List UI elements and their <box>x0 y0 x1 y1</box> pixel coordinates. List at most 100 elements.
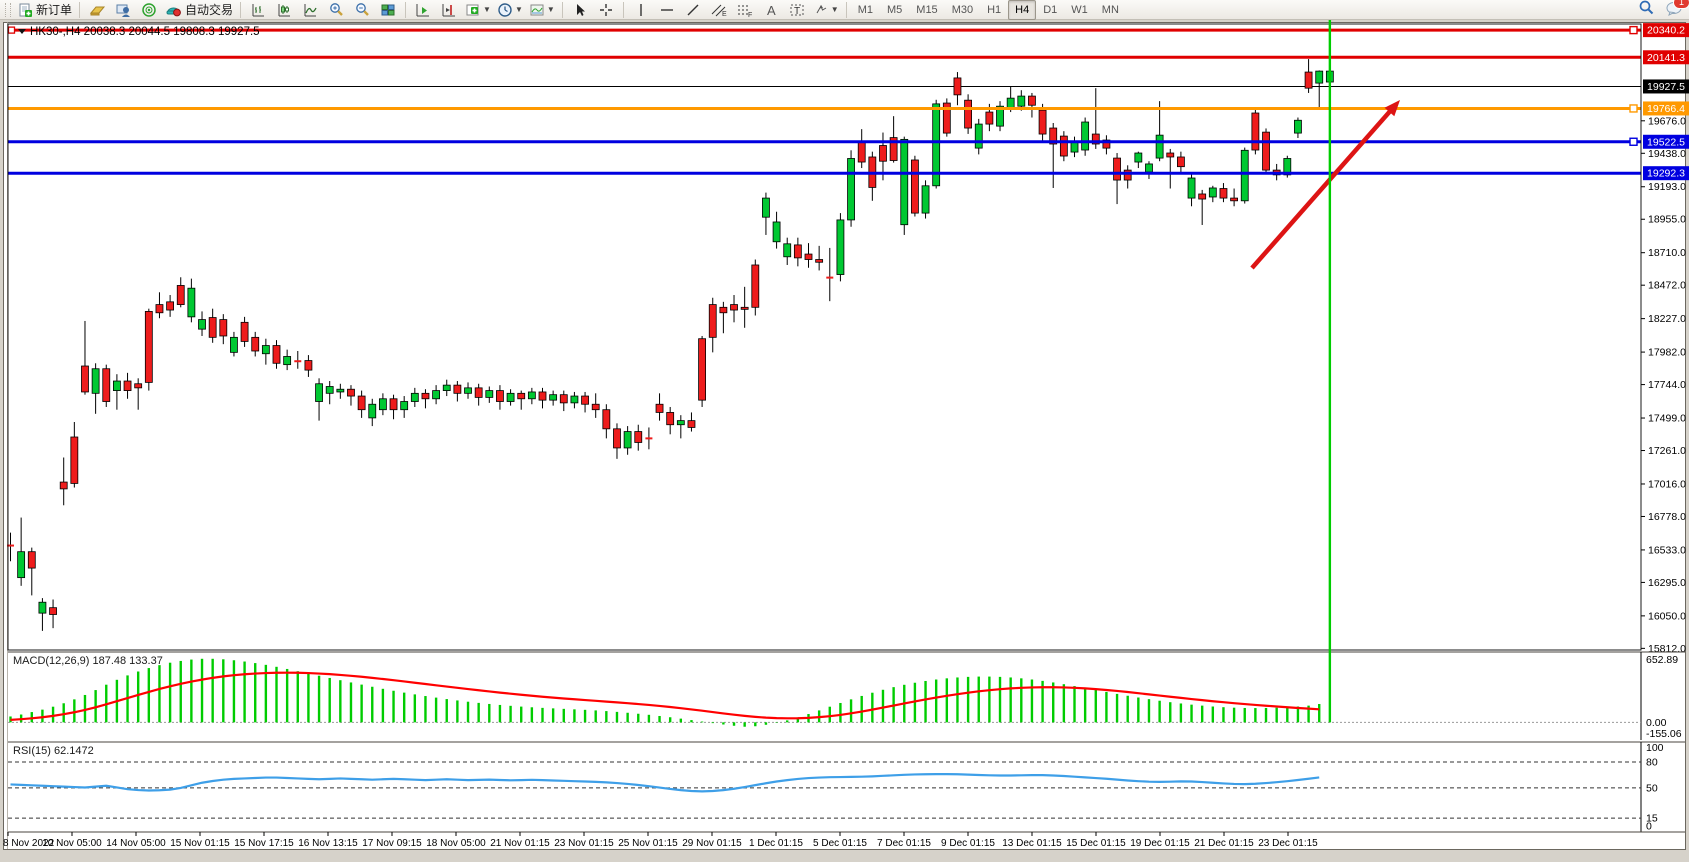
candle-bearish <box>804 253 813 260</box>
timeframe-d1-button[interactable]: D1 <box>1043 3 1058 16</box>
chart-shift-button[interactable] <box>436 0 462 20</box>
channel-button[interactable]: E <box>706 0 732 20</box>
candle-bearish <box>591 403 600 411</box>
cursor-button[interactable] <box>567 0 593 20</box>
candle-bearish <box>538 391 547 401</box>
timeframe-h1-button[interactable]: H1 <box>987 3 1002 16</box>
new-order-button[interactable]: 新订单 <box>14 0 75 20</box>
candle-bearish <box>1262 131 1270 171</box>
candle-bearish <box>1251 112 1260 151</box>
search-button[interactable] <box>1638 0 1655 21</box>
candle-bearish <box>240 321 249 342</box>
crosshair-icon <box>599 3 612 16</box>
text-button[interactable]: A <box>758 0 784 20</box>
candle-bearish <box>719 306 728 314</box>
templates-button[interactable]: ▼ <box>526 0 558 20</box>
price-tick-label: 19193.0 <box>1648 181 1686 193</box>
candlestick-chart-button[interactable] <box>271 0 297 20</box>
timeframe-group: M1 M5 M15 M30 H1 H4 D1 W1 MN <box>851 0 1126 20</box>
line-handle-marker[interactable] <box>1629 137 1638 146</box>
navigator-button[interactable] <box>136 0 162 20</box>
bar-chart-button[interactable] <box>245 0 271 20</box>
candle-bearish <box>347 388 355 397</box>
candle-bearish <box>155 304 164 314</box>
text-label-button[interactable]: T <box>784 0 810 20</box>
cursor-icon <box>576 3 585 16</box>
price-badge <box>1643 23 1689 38</box>
candle-bearish <box>911 159 919 214</box>
candlestick-chart-icon <box>278 3 291 16</box>
templates-caret-icon: ▼ <box>546 5 555 14</box>
vertical-line-button[interactable] <box>628 0 654 20</box>
timeframe-h4-button[interactable]: H4 <box>1008 0 1037 20</box>
fibonacci-button[interactable]: F <box>732 0 758 20</box>
tile-windows-button[interactable] <box>375 0 401 20</box>
indicators-button[interactable]: ▼ <box>462 0 494 20</box>
arrows-caret-icon: ▼ <box>830 5 839 14</box>
candle-bearish <box>740 306 749 310</box>
price-tick-label: 18710.0 <box>1648 247 1686 259</box>
time-tick-label: 1 Dec 01:15 <box>749 838 803 849</box>
candle-bearish <box>889 137 898 161</box>
zoom-in-button[interactable] <box>323 0 349 20</box>
candle-bullish <box>772 221 781 243</box>
notification-count-badge: 1 <box>1673 0 1689 9</box>
timeframe-mn-button[interactable]: MN <box>1101 3 1119 16</box>
candle-bearish <box>1091 133 1100 145</box>
crosshair-button[interactable] <box>593 0 619 20</box>
candle-bearish <box>357 395 366 411</box>
candle-bearish <box>49 607 57 615</box>
timeframe-m1-button[interactable]: M1 <box>857 3 873 16</box>
trend-arrow-line[interactable] <box>1250 107 1394 270</box>
line-handle-marker[interactable] <box>1629 104 1638 113</box>
candle-bearish <box>1219 188 1228 199</box>
timeframe-m15-button[interactable]: M15 <box>916 3 938 16</box>
candle-bearish <box>581 395 589 405</box>
new-order-icon <box>17 2 33 18</box>
line-handle-marker[interactable] <box>7 26 16 34</box>
candle-bullish <box>1283 158 1292 176</box>
autotrading-label: 自动交易 <box>185 3 234 17</box>
time-tick-label: 10 Nov 05:00 <box>42 838 102 849</box>
main-plot-border <box>7 23 1642 651</box>
time-tick-label: 7 Dec 01:15 <box>877 838 931 849</box>
candle-bullish <box>932 103 941 187</box>
price-tick-label: 17499.0 <box>1648 413 1686 425</box>
toolbar-grip[interactable] <box>5 2 11 17</box>
arrows-button[interactable]: ▼ <box>810 0 842 20</box>
time-tick-label: 16 Nov 13:15 <box>298 838 358 849</box>
timeframe-m30-button[interactable]: M30 <box>951 3 974 16</box>
data-window-button[interactable] <box>110 0 136 20</box>
svg-text:T: T <box>794 6 800 17</box>
zoom-out-button[interactable] <box>349 0 375 20</box>
search-icon <box>1639 0 1654 15</box>
autotrading-icon <box>165 2 182 18</box>
candle-bearish <box>964 99 972 129</box>
timeframe-w1-button[interactable]: W1 <box>1071 3 1088 16</box>
price-badge <box>1643 79 1689 94</box>
candle-bearish <box>793 244 802 259</box>
rsi-scale-label: 15 <box>1646 813 1658 825</box>
time-tick-label: 21 Dec 01:15 <box>1194 838 1254 849</box>
line-handle-marker[interactable] <box>1629 25 1638 35</box>
line-chart-button[interactable] <box>297 0 323 20</box>
time-tick-label: 9 Dec 01:15 <box>941 838 995 849</box>
candle-bullish <box>368 403 377 419</box>
periods-button[interactable]: ▼ <box>494 0 526 20</box>
indicators-icon <box>466 4 479 15</box>
candle-bearish <box>1102 139 1111 149</box>
auto-scroll-button[interactable] <box>410 0 436 20</box>
price-badge <box>1643 166 1689 181</box>
candle-bearish <box>304 360 313 371</box>
trendline-button[interactable] <box>680 0 706 20</box>
notifications-button[interactable]: 1 <box>1665 0 1689 21</box>
chart-title-caret-icon <box>18 29 26 34</box>
market-watch-button[interactable] <box>84 0 110 20</box>
horizontal-line-button[interactable] <box>654 0 680 20</box>
line-chart-icon <box>304 3 317 16</box>
timeframe-m5-button[interactable]: M5 <box>887 3 903 16</box>
price-badge <box>1643 134 1689 149</box>
autotrading-button[interactable]: 自动交易 <box>162 0 236 20</box>
